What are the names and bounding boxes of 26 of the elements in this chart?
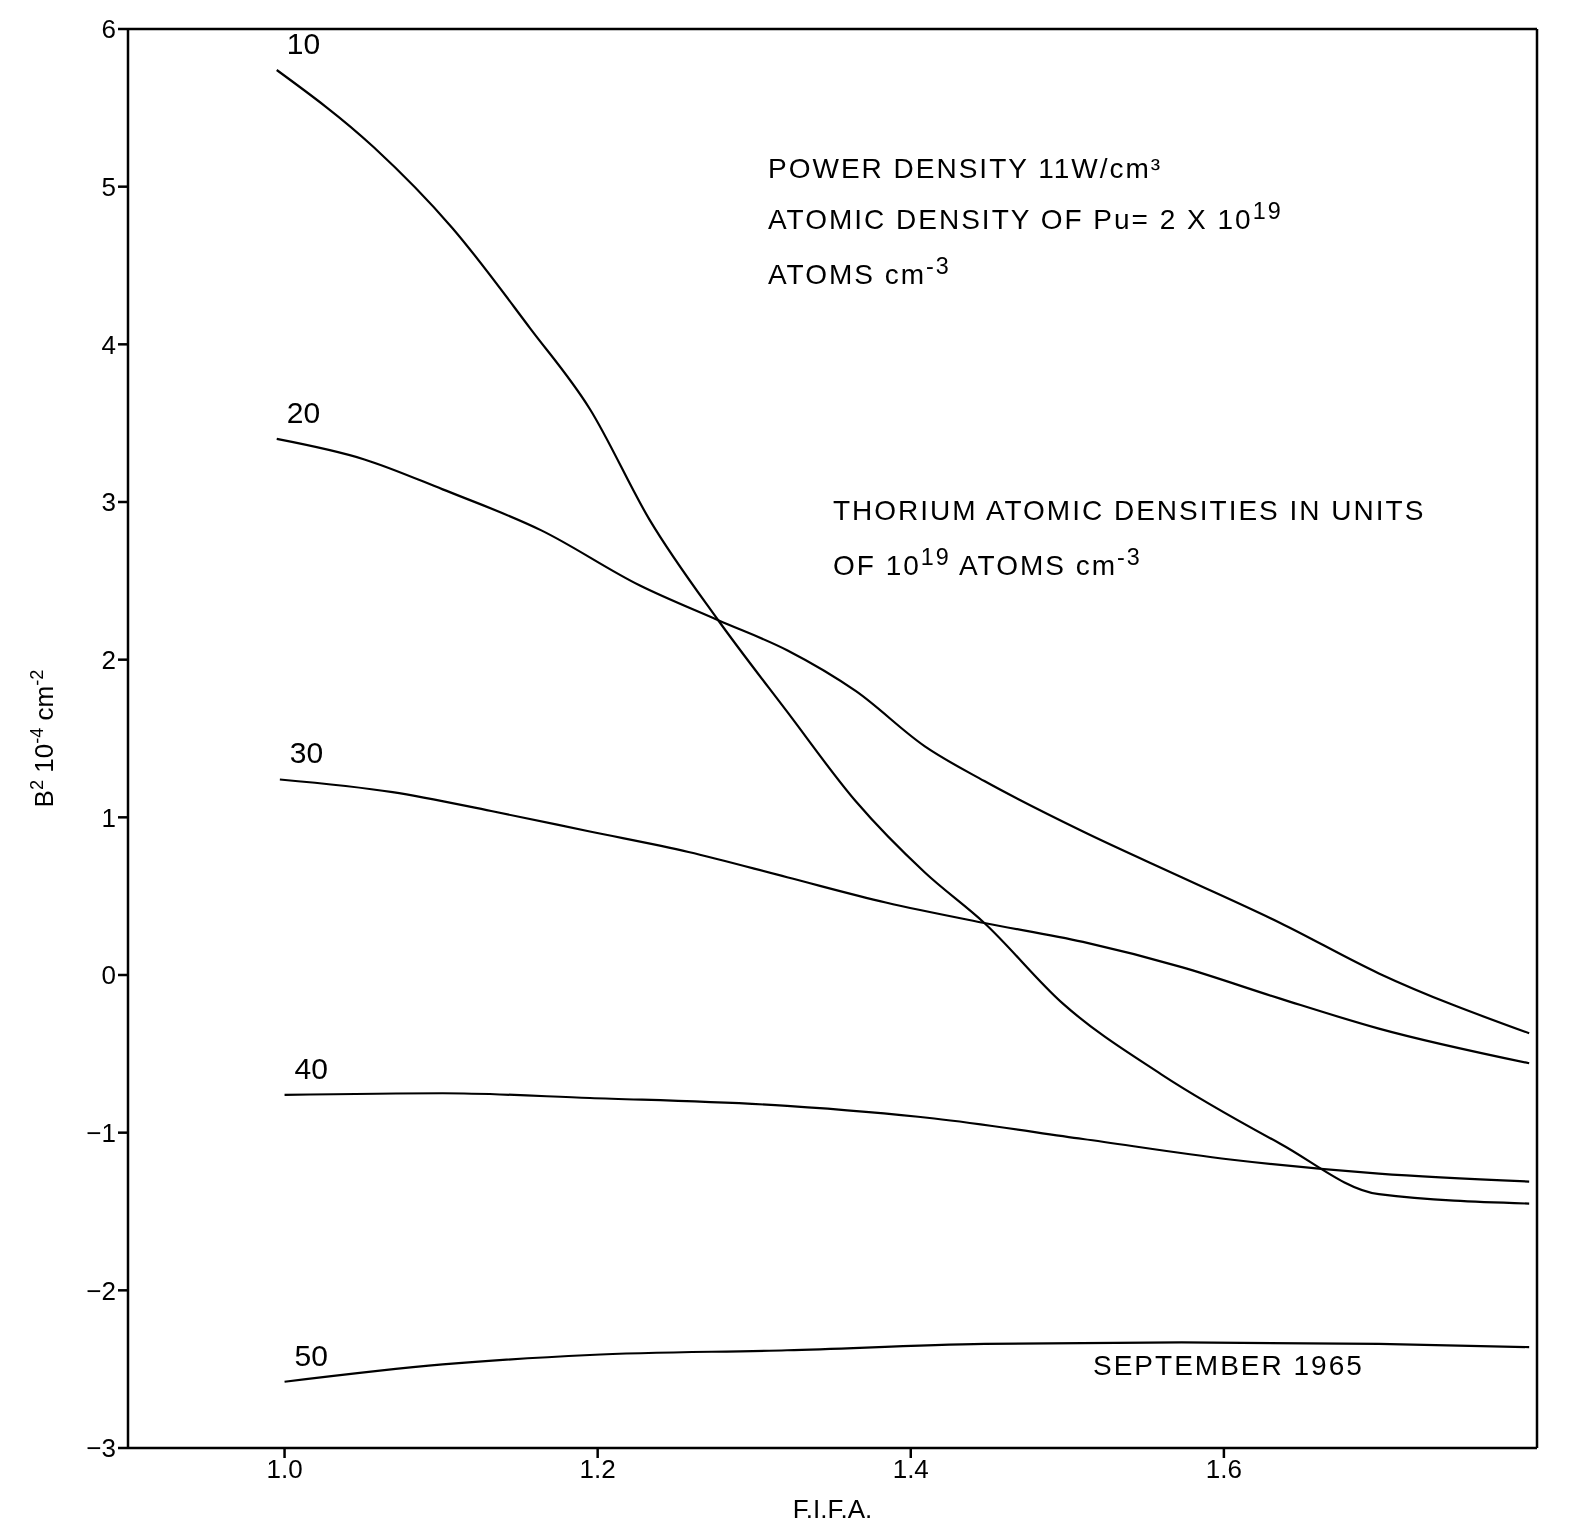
- annotation: POWER DENSITY 11W/cm³: [768, 152, 1164, 186]
- x-tick-label: 1.0: [266, 1454, 303, 1485]
- series-label: 40: [294, 1051, 328, 1085]
- series-label: 30: [289, 736, 324, 770]
- series-label: 10: [286, 26, 321, 60]
- text: ATOMIC DENSITY OF Pu= 2 X 10$^{19}$ ATOMS cm$^{-3}$: [768, 198, 1283, 291]
- x-tick-label: 1.2: [579, 1454, 616, 1485]
- line-series: [275, 68, 1531, 1205]
- x-tick-label: 1.6: [1205, 1454, 1242, 1485]
- y-tick-label: 1: [101, 802, 116, 833]
- y-tick-label: −3: [86, 1433, 116, 1464]
- y-tick-label: 6: [101, 14, 116, 45]
- annotation: THORIUM ATOMIC DENSITIES IN UNITS OF 10$^{19}$ ATOMS cm$^{-3}$: [833, 494, 1427, 584]
- y-tick-label: 3: [101, 487, 116, 518]
- annotation: SEPTEMBER 1965: [1093, 1349, 1365, 1383]
- x-tick-label: 1.4: [892, 1454, 929, 1485]
- y-tick-label: 0: [101, 960, 116, 991]
- y-tick-label: −1: [86, 1117, 116, 1148]
- y-tick-label: 5: [101, 171, 116, 202]
- y-tick-label: 4: [101, 329, 116, 360]
- y-tick-label: 2: [101, 644, 116, 675]
- series-label: 50: [294, 1338, 328, 1372]
- y-tick-label: −2: [86, 1275, 116, 1306]
- line-series: [283, 1341, 1531, 1383]
- x-axis-title: F.I.F.A.: [792, 1494, 873, 1524]
- series-label: 20: [286, 395, 321, 429]
